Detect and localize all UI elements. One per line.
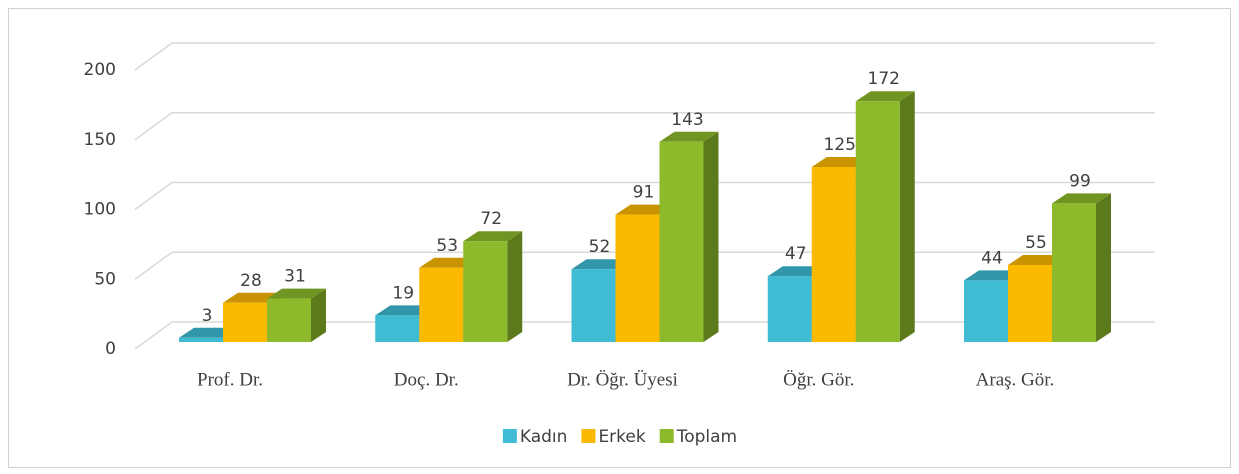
grid-line [134,112,1155,141]
x-tick-label: Doç. Dr. [394,369,459,390]
bar-side [507,231,523,342]
value-label: 3 [202,306,213,326]
bar [463,241,508,342]
legend-label: Kadın [520,427,568,447]
bar-side [311,288,326,342]
bar-top [659,131,719,142]
value-label: 52 [589,237,611,257]
bar [419,267,464,342]
y-tick-label: 200 [84,60,116,80]
value-label: 44 [981,248,1003,268]
bar [615,214,660,342]
bar [811,167,856,342]
value-label: 28 [240,271,262,291]
legend-swatch [581,429,596,443]
value-label: 55 [1025,233,1047,253]
y-tick-label: 50 [94,269,116,289]
bar [571,269,616,342]
value-label: 31 [284,267,306,287]
bar-side [1096,193,1111,342]
x-tick-label: Prof. Dr. [197,369,263,390]
y-tick-label: 0 [105,339,116,359]
x-tick-label: Araş. Gör. [976,369,1055,390]
value-label: 125 [824,135,856,155]
y-tick-label: 100 [84,200,116,220]
value-label: 19 [392,283,414,303]
value-label: 143 [671,110,703,130]
x-tick-label: Dr. Öğr. Üyesi [567,369,678,390]
y-tick-label: 150 [84,130,116,150]
bar [767,276,812,342]
grid-line [134,42,1155,71]
value-label: 91 [633,183,655,203]
value-label: 72 [480,209,502,229]
bar-top [855,91,915,102]
value-label: 53 [436,236,458,256]
bar [1008,265,1052,342]
bar [223,302,267,342]
legend-label: Toplam [676,427,737,447]
bar [855,101,900,342]
bar [179,337,223,342]
value-label: 47 [785,244,807,264]
bar [964,280,1008,342]
legend-swatch [502,429,517,443]
legend-label: Erkek [598,427,645,447]
bar [1052,203,1096,342]
bar-top [463,231,523,242]
legend-swatch [659,429,674,443]
bar [659,141,704,342]
value-label: 99 [1069,171,1091,191]
bar [267,298,311,342]
x-tick-label: Öğr. Gör. [783,369,854,390]
bar [375,315,420,342]
bar-top [1052,193,1111,204]
value-label: 172 [868,69,900,89]
bar-side [899,91,915,342]
bar-side [703,131,719,342]
bar-top [267,288,326,299]
